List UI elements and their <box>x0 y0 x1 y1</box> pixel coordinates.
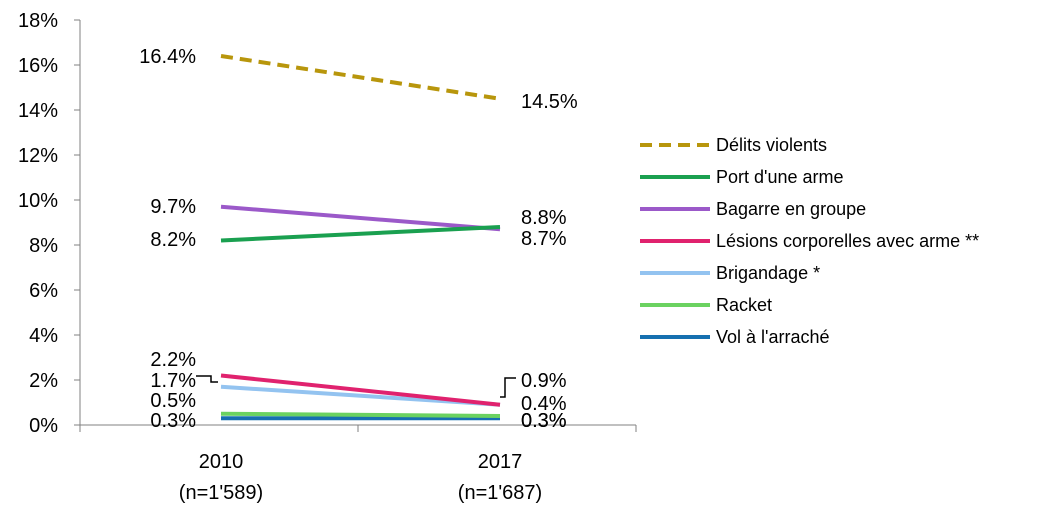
legend: Délits violents Port d'une arme Bagarre en… <box>640 135 979 347</box>
y-tick-label: 18% <box>18 10 58 32</box>
x-tick-sublabel: (n=1'589) <box>179 482 263 504</box>
y-tick-label: 6% <box>29 280 58 302</box>
x-tick-sublabel: (n=1'687) <box>458 482 542 504</box>
data-label: 1.7% <box>150 370 196 392</box>
series-line <box>220 204 501 232</box>
leader-line <box>500 377 516 398</box>
x-tick-label: 2017 <box>478 451 523 473</box>
data-label: 9.7% <box>150 196 196 218</box>
x-axis-labels: 2010 (n=1'589) 2017 (n=1'687) <box>179 451 542 504</box>
data-label: 8.2% <box>150 229 196 251</box>
legend-label: Vol à l'arraché <box>716 327 830 347</box>
data-label: 0.3% <box>521 410 567 432</box>
legend-label: Port d'une arme <box>716 167 844 187</box>
axes <box>79 20 637 432</box>
series-lines <box>220 54 501 421</box>
data-label: 0.4% <box>521 393 567 415</box>
y-tick-label: 2% <box>29 370 58 392</box>
legend-label: Délits violents <box>716 135 827 155</box>
data-label: 2.2% <box>150 349 196 371</box>
legend-label: Bagarre en groupe <box>716 199 866 219</box>
data-label: 14.5% <box>521 91 578 113</box>
leader-line <box>196 375 218 383</box>
data-label: 8.8% <box>521 207 567 229</box>
series-line <box>220 225 501 243</box>
y-tick-label: 14% <box>18 100 58 122</box>
series-line <box>220 373 501 407</box>
y-tick-label: 0% <box>29 415 58 437</box>
series-line <box>220 411 501 418</box>
legend-label: Brigandage * <box>716 263 820 283</box>
y-tick-label: 12% <box>18 145 58 167</box>
y-axis-ticks: 0% 2% 4% 6% 8% 10% 12% 14% 16% 18% <box>18 10 80 437</box>
data-label: 0.9% <box>521 370 567 392</box>
data-label: 0.5% <box>150 390 196 412</box>
y-tick-label: 4% <box>29 325 58 347</box>
data-labels: 16.4%14.5%8.2%8.8%9.7%8.7%2.2%0.9%1.7%0.… <box>139 46 578 432</box>
legend-label: Racket <box>716 295 772 315</box>
data-label: 8.7% <box>521 228 567 250</box>
y-tick-label: 10% <box>18 190 58 212</box>
y-tick-label: 8% <box>29 235 58 257</box>
data-label: 16.4% <box>139 46 196 68</box>
legend-label: Lésions corporelles avec arme ** <box>716 231 979 251</box>
data-label: 0.3% <box>521 410 567 432</box>
data-label: 0.3% <box>150 410 196 432</box>
x-tick-label: 2010 <box>199 451 244 473</box>
y-tick-label: 16% <box>18 55 58 77</box>
series-line <box>220 54 501 101</box>
